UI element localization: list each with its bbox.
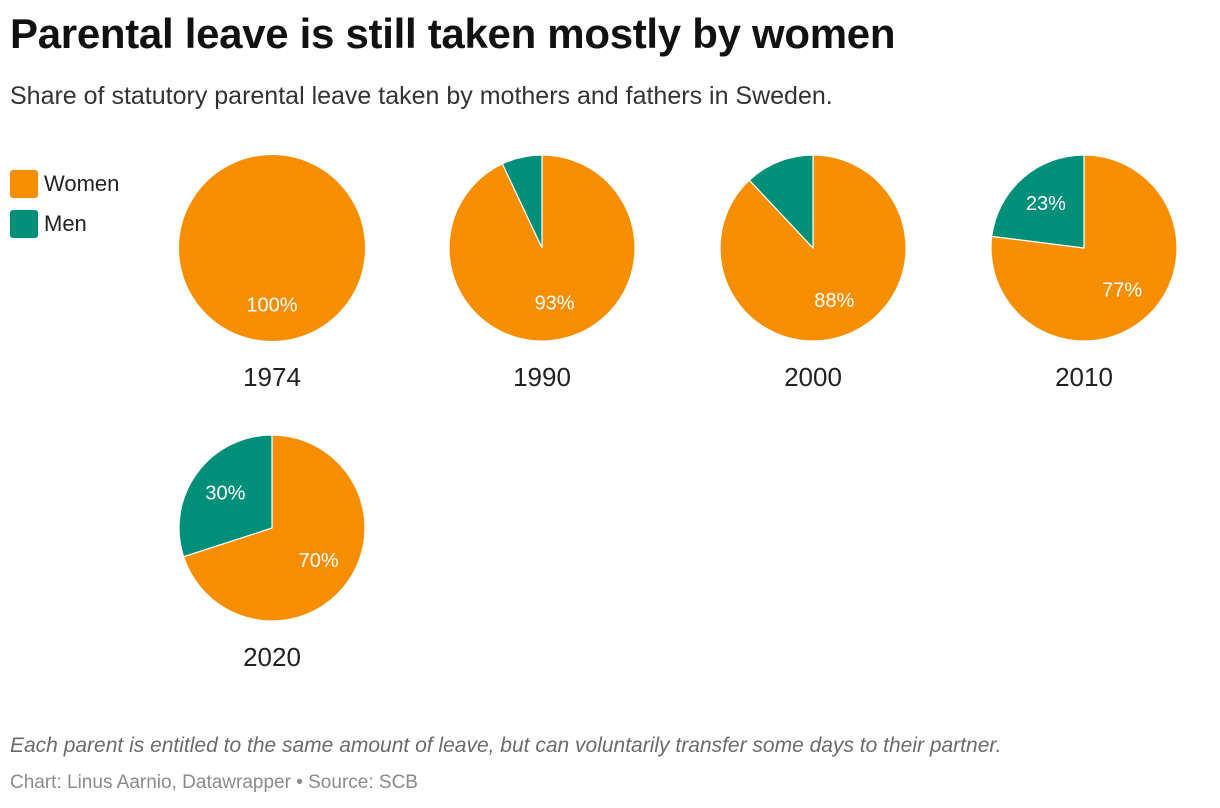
legend-swatch-men <box>10 210 38 238</box>
chart-subtitle: Share of statutory parental leave taken … <box>10 82 833 110</box>
chart-note: Each parent is entitled to the same amou… <box>10 734 1002 757</box>
legend: Women Men <box>10 164 119 244</box>
pie-2000: 88% 2000 <box>719 154 907 392</box>
pie-1974: 100% 1974 <box>179 155 365 392</box>
slice-women-1990 <box>448 154 636 342</box>
year-label-2020: 2020 <box>243 642 301 672</box>
pie-2020: 70% 30% 2020 <box>178 434 366 672</box>
slice-women-1974 <box>179 155 365 341</box>
year-label-2000: 2000 <box>784 362 842 392</box>
legend-label-women: Women <box>44 171 120 196</box>
pie-charts: 100% 1974 93% 1990 88% 2000 77% 23% 2010 70% 30% 20… <box>178 154 1178 672</box>
slice-men-2010 <box>991 154 1085 249</box>
legend-label-men: Men <box>44 211 87 236</box>
label-women-2010: 77% <box>1102 280 1142 302</box>
year-label-2010: 2010 <box>1055 362 1113 392</box>
label-women-1974: 100% <box>246 294 297 316</box>
label-women-2020: 70% <box>299 550 339 572</box>
year-label-1990: 1990 <box>513 362 571 392</box>
legend-item-women: Women <box>10 164 119 204</box>
legend-item-men: Men <box>10 204 119 244</box>
label-men-2010: 23% <box>1026 193 1066 215</box>
label-women-1990: 93% <box>535 293 575 315</box>
year-label-1974: 1974 <box>243 362 301 392</box>
label-men-2020: 30% <box>205 482 245 504</box>
slice-men-1990 <box>501 154 543 249</box>
slice-women-2020 <box>182 434 366 622</box>
chart-title: Parental leave is still taken mostly by … <box>10 10 896 57</box>
pie-2010: 77% 23% 2010 <box>990 154 1178 392</box>
slice-men-2000 <box>748 154 814 250</box>
chart-credit: Chart: Linus Aarnio, Datawrapper • Sourc… <box>10 772 418 793</box>
legend-swatch-women <box>10 170 38 198</box>
label-women-2000: 88% <box>814 290 854 312</box>
pie-1990: 93% 1990 <box>448 154 636 392</box>
slice-men-2020 <box>178 434 273 558</box>
